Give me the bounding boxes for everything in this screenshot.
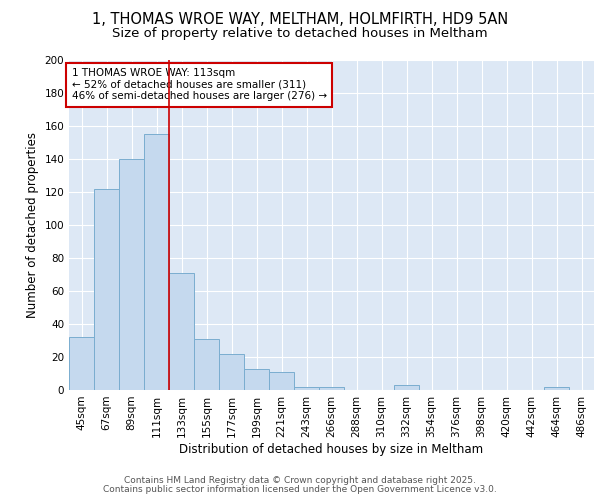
Bar <box>144 134 169 390</box>
Text: 1 THOMAS WROE WAY: 113sqm
← 52% of detached houses are smaller (311)
46% of semi: 1 THOMAS WROE WAY: 113sqm ← 52% of detac… <box>71 68 327 102</box>
Bar <box>269 372 294 390</box>
Bar <box>194 339 219 390</box>
Bar <box>69 337 94 390</box>
Bar <box>169 273 194 390</box>
Text: Contains public sector information licensed under the Open Government Licence v3: Contains public sector information licen… <box>103 485 497 494</box>
X-axis label: Distribution of detached houses by size in Meltham: Distribution of detached houses by size … <box>179 442 484 456</box>
Text: Contains HM Land Registry data © Crown copyright and database right 2025.: Contains HM Land Registry data © Crown c… <box>124 476 476 485</box>
Bar <box>119 159 144 390</box>
Bar <box>294 386 319 390</box>
Bar <box>219 354 244 390</box>
Text: Size of property relative to detached houses in Meltham: Size of property relative to detached ho… <box>112 28 488 40</box>
Bar <box>394 385 419 390</box>
Bar <box>244 368 269 390</box>
Bar <box>94 188 119 390</box>
Y-axis label: Number of detached properties: Number of detached properties <box>26 132 39 318</box>
Bar <box>544 386 569 390</box>
Bar <box>319 386 344 390</box>
Text: 1, THOMAS WROE WAY, MELTHAM, HOLMFIRTH, HD9 5AN: 1, THOMAS WROE WAY, MELTHAM, HOLMFIRTH, … <box>92 12 508 28</box>
